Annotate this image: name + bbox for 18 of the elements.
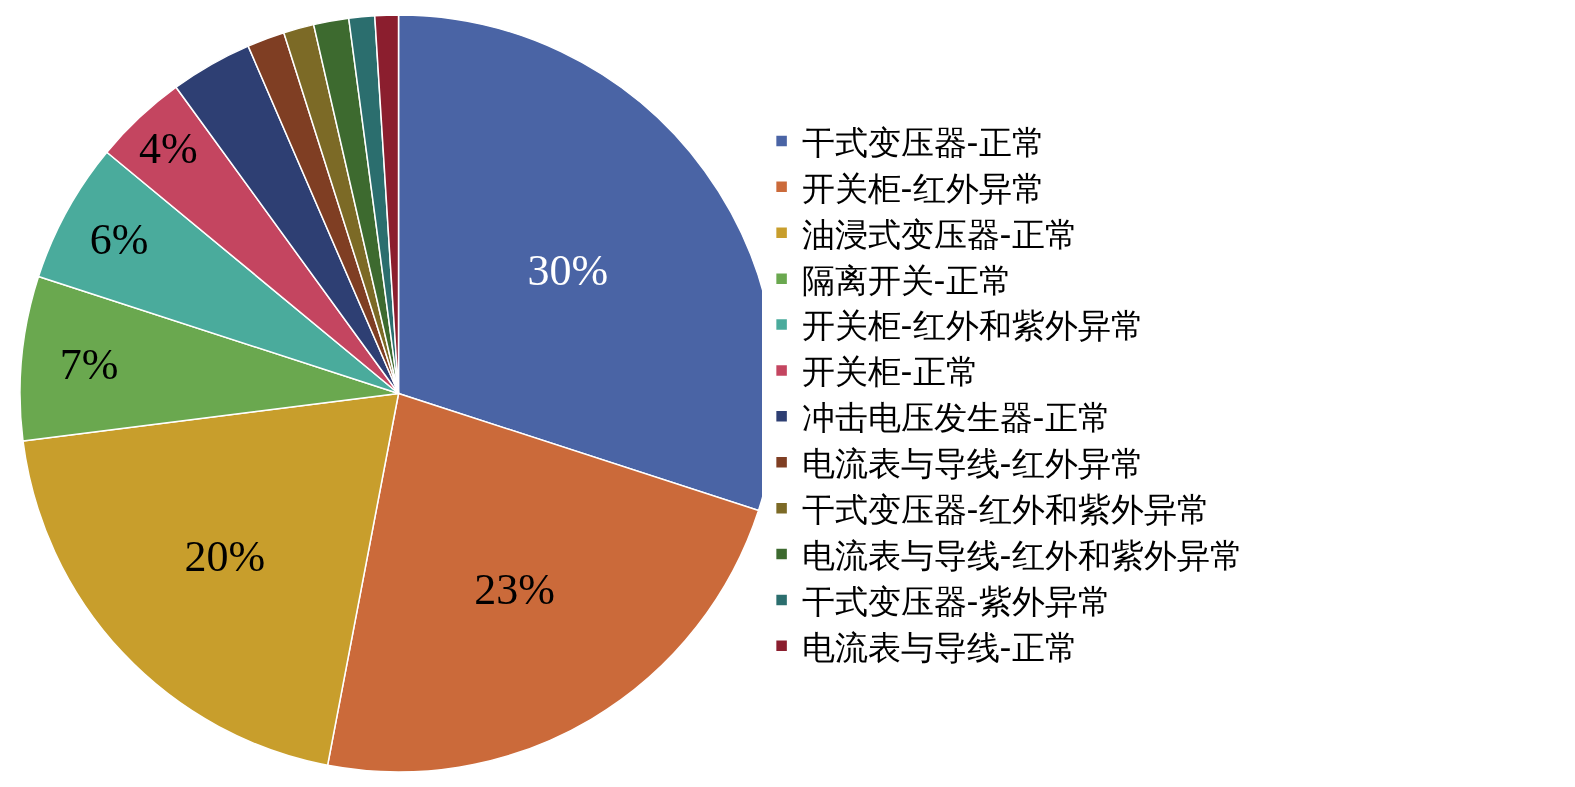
legend-label: 开关柜-红外和紫外异常 bbox=[801, 306, 1144, 346]
legend-label: 干式变压器-正常 bbox=[801, 122, 1045, 162]
legend-label: 油浸式变压器-正常 bbox=[801, 214, 1078, 254]
legend-label: 冲击电压发生器-正常 bbox=[801, 398, 1111, 438]
data-label: 30% bbox=[527, 246, 609, 296]
data-label: 6% bbox=[89, 215, 149, 265]
data-label: 20% bbox=[184, 532, 266, 582]
legend-label: 电流表与导线-正常 bbox=[801, 627, 1078, 667]
legend-label: 干式变压器-紫外异常 bbox=[801, 581, 1111, 621]
legend-label: 干式变压器-红外和紫外异常 bbox=[801, 490, 1210, 530]
legend-label: 开关柜-红外异常 bbox=[801, 168, 1045, 208]
legend-label: 开关柜-正常 bbox=[801, 352, 979, 392]
legend-label: 电流表与导线-红外和紫外异常 bbox=[801, 535, 1243, 575]
legend-label: 电流表与导线-红外异常 bbox=[801, 444, 1144, 484]
data-label: 7% bbox=[59, 339, 119, 389]
legend-label: 隔离开关-正常 bbox=[801, 260, 1012, 300]
data-label: 4% bbox=[138, 123, 198, 173]
data-label: 23% bbox=[474, 565, 555, 615]
